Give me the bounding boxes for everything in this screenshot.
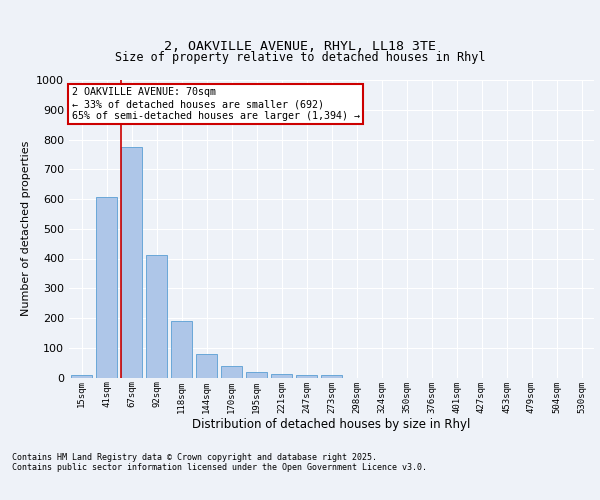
Text: 2, OAKVILLE AVENUE, RHYL, LL18 3TE: 2, OAKVILLE AVENUE, RHYL, LL18 3TE	[164, 40, 436, 52]
Bar	[196, 354, 217, 378]
X-axis label: Distribution of detached houses by size in Rhyl: Distribution of detached houses by size …	[193, 418, 470, 431]
Text: 2 OAKVILLE AVENUE: 70sqm
← 33% of detached houses are smaller (692)
65% of semi-: 2 OAKVILLE AVENUE: 70sqm ← 33% of detach…	[71, 88, 359, 120]
Bar	[321, 376, 342, 378]
Y-axis label: Number of detached properties: Number of detached properties	[20, 141, 31, 316]
Text: Contains HM Land Registry data © Crown copyright and database right 2025.: Contains HM Land Registry data © Crown c…	[12, 454, 377, 462]
Bar	[221, 366, 242, 378]
Bar	[71, 374, 92, 378]
Bar	[96, 197, 117, 378]
Bar	[246, 372, 267, 378]
Bar	[171, 321, 192, 378]
Text: Contains public sector information licensed under the Open Government Licence v3: Contains public sector information licen…	[12, 464, 427, 472]
Bar	[296, 374, 317, 378]
Bar	[146, 254, 167, 378]
Text: Size of property relative to detached houses in Rhyl: Size of property relative to detached ho…	[115, 51, 485, 64]
Bar	[121, 147, 142, 378]
Bar	[271, 374, 292, 378]
